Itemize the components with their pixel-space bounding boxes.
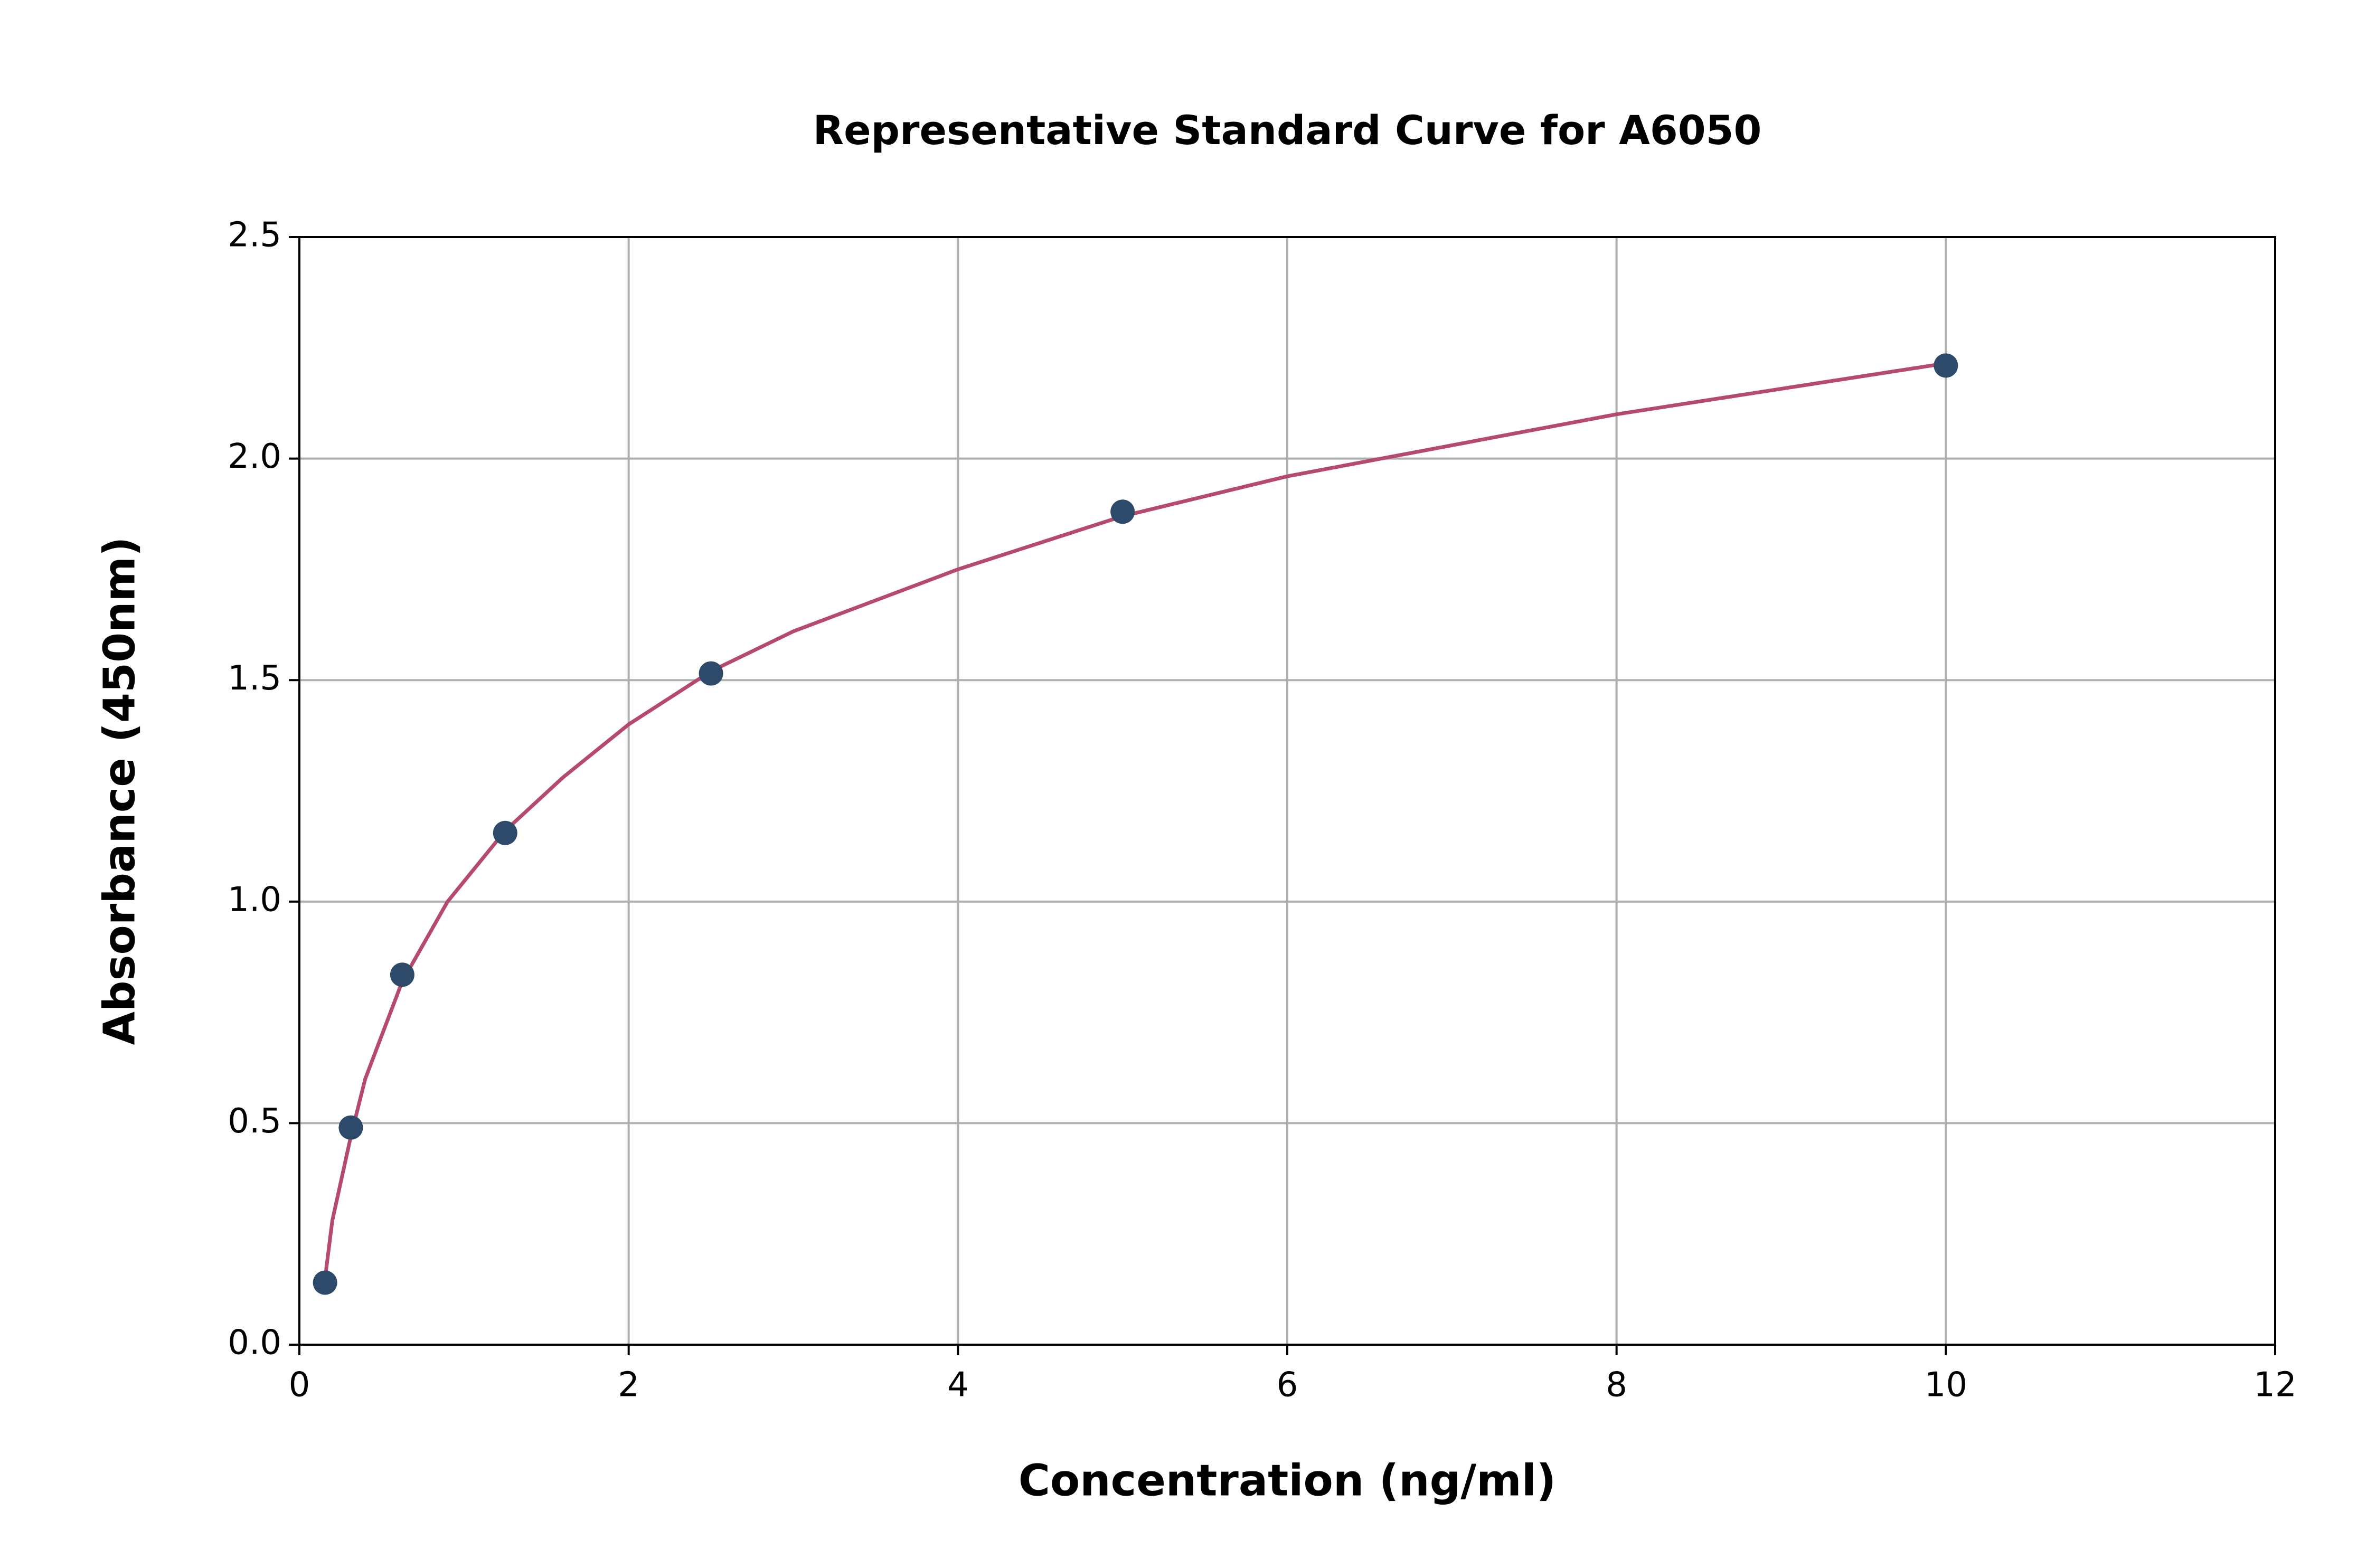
- data-point: [1110, 499, 1135, 524]
- plot-frame: [298, 236, 2276, 1346]
- x-tick-label: 12: [2254, 1366, 2296, 1405]
- data-point: [1934, 353, 1958, 378]
- data-point: [699, 661, 723, 686]
- y-tick-label: 2.5: [228, 216, 281, 255]
- y-tick-label: 0.5: [228, 1102, 281, 1141]
- y-tick-label: 2.0: [228, 437, 281, 476]
- x-tick-label: 4: [947, 1366, 969, 1405]
- x-tick-label: 8: [1606, 1366, 1627, 1405]
- fit-curve: [323, 361, 1946, 1279]
- data-point: [313, 1270, 337, 1295]
- x-tick-label: 2: [618, 1366, 639, 1405]
- x-tick-label: 0: [289, 1366, 310, 1405]
- data-point: [493, 820, 517, 845]
- y-tick-label: 1.0: [228, 880, 281, 919]
- data-point: [338, 1115, 363, 1140]
- x-tick-label: 10: [1925, 1366, 1967, 1405]
- y-tick-label: 1.5: [228, 659, 281, 698]
- x-tick-label: 6: [1277, 1366, 1298, 1405]
- data-point: [390, 962, 414, 987]
- chart-title: Representative Standard Curve for A6050: [813, 107, 1762, 154]
- y-axis-label: Absorbance (450nm): [95, 537, 145, 1045]
- x-axis-label: Concentration (ng/ml): [1019, 1456, 1557, 1506]
- y-tick-label: 0.0: [228, 1324, 281, 1363]
